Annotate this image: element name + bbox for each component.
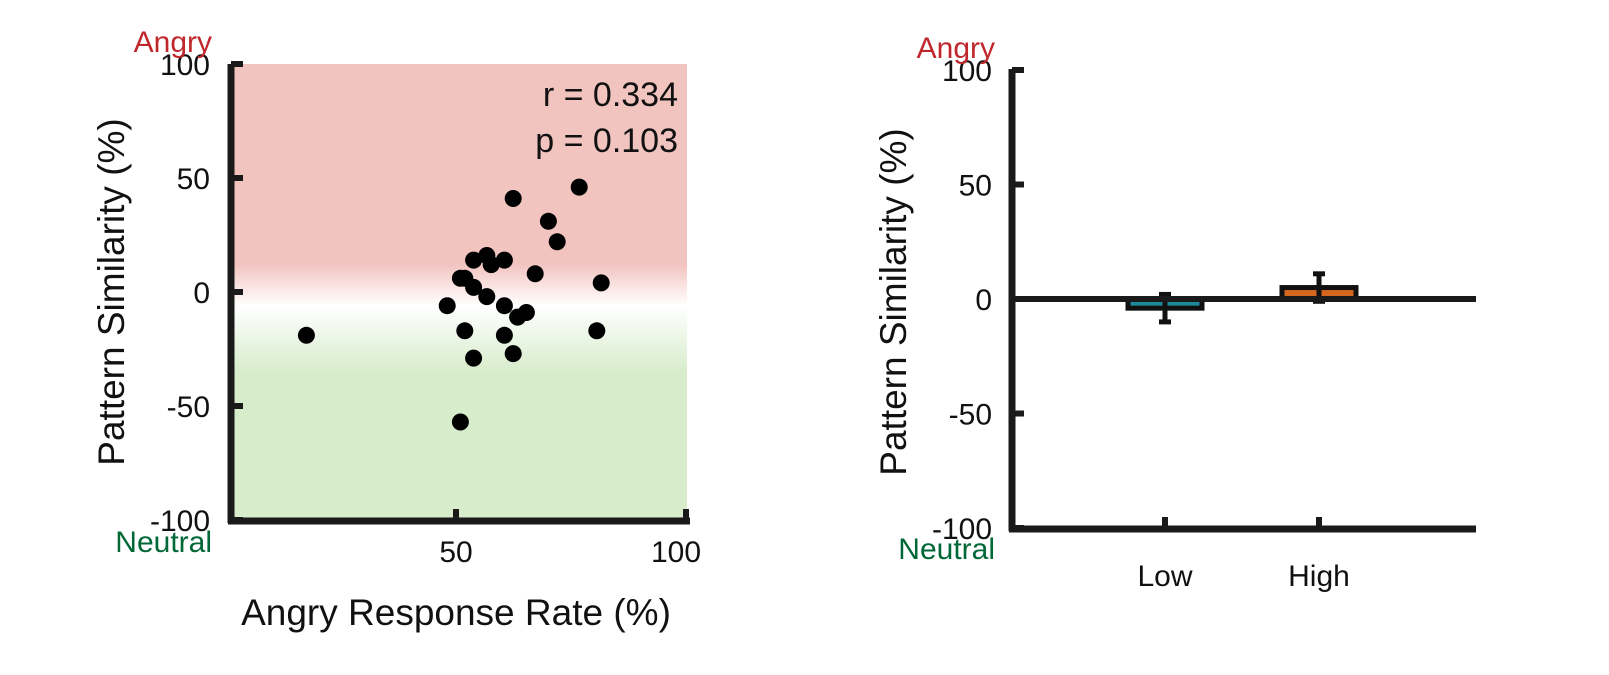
scatter-x-tick-label-1: 100: [651, 536, 701, 569]
scatter-point-23: [588, 322, 606, 340]
bar-x-tick-label-low: Low: [1137, 560, 1192, 593]
bar-y-tick-label-3: -50: [949, 399, 992, 432]
scatter-y-tick-label-2: 0: [193, 277, 210, 310]
scatter-point-6: [465, 251, 483, 269]
bar-y-axis-title: Pattern Similarity (%): [873, 128, 914, 475]
bar-panel: 100 50 0 -50 -100 Low High Angry Neutral Patte…: [873, 32, 1476, 593]
bar-y-tick-label-2: 0: [975, 284, 992, 317]
scatter-point-19: [526, 265, 544, 283]
scatter-point-7: [465, 278, 483, 296]
bar-marks: [1012, 271, 1476, 325]
scatter-angry-label: Angry: [134, 26, 212, 59]
scatter-point-21: [548, 233, 566, 251]
scatter-point-11: [482, 256, 500, 274]
scatter-point-8: [465, 349, 483, 367]
bar-y-tick-label-4: -100: [932, 513, 992, 546]
bar-tick-labels: 100 50 0 -50 -100 Low High: [932, 55, 1350, 593]
stat-r: r = 0.334: [543, 76, 678, 114]
bar-angry-label: Angry: [917, 32, 995, 65]
scatter-y-tick-label-1: 50: [177, 163, 210, 196]
scatter-neutral-label: Neutral: [115, 526, 212, 559]
scatter-point-13: [495, 297, 513, 315]
scatter-y-tick-label-3: -50: [167, 391, 210, 424]
scatter-tick-labels: 100 50 0 -50 -100 50 100: [150, 49, 701, 569]
scatter-axes: [227, 61, 690, 525]
scatter-background: [234, 64, 687, 520]
scatter-x-tick-label-0: 50: [439, 536, 472, 569]
scatter-y-tick-label-0: 100: [160, 49, 210, 82]
scatter-point-1: [438, 297, 456, 315]
scatter-points: [297, 178, 610, 431]
scatter-point-0: [297, 326, 315, 344]
scatter-panel: 100 50 0 -50 -100 50 100 Angry Neutral r = 0.3…: [91, 26, 701, 633]
bar-neutral-label: Neutral: [898, 533, 995, 566]
scatter-point-20: [539, 212, 557, 230]
scatter-point-10: [478, 288, 496, 306]
scatter-point-3: [451, 413, 469, 431]
scatter-y-axis-title: Pattern Similarity (%): [91, 118, 132, 465]
scatter-point-15: [504, 190, 522, 207]
scatter-point-16: [504, 345, 522, 363]
bar-y-tick-label-0: 100: [942, 55, 992, 88]
scatter-point-5: [456, 322, 474, 340]
scatter-point-14: [495, 326, 513, 344]
bar-x-tick-label-high: High: [1288, 560, 1350, 593]
scatter-y-tick-label-4: -100: [150, 505, 210, 538]
scatter-point-18: [517, 304, 535, 321]
bar-y-tick-label-1: 50: [959, 170, 992, 203]
scatter-x-axis-title: Angry Response Rate (%): [241, 592, 671, 633]
scatter-point-12: [495, 251, 513, 269]
scatter-point-24: [592, 274, 610, 292]
stat-p: p = 0.103: [535, 122, 678, 160]
scatter-point-22: [570, 178, 588, 196]
